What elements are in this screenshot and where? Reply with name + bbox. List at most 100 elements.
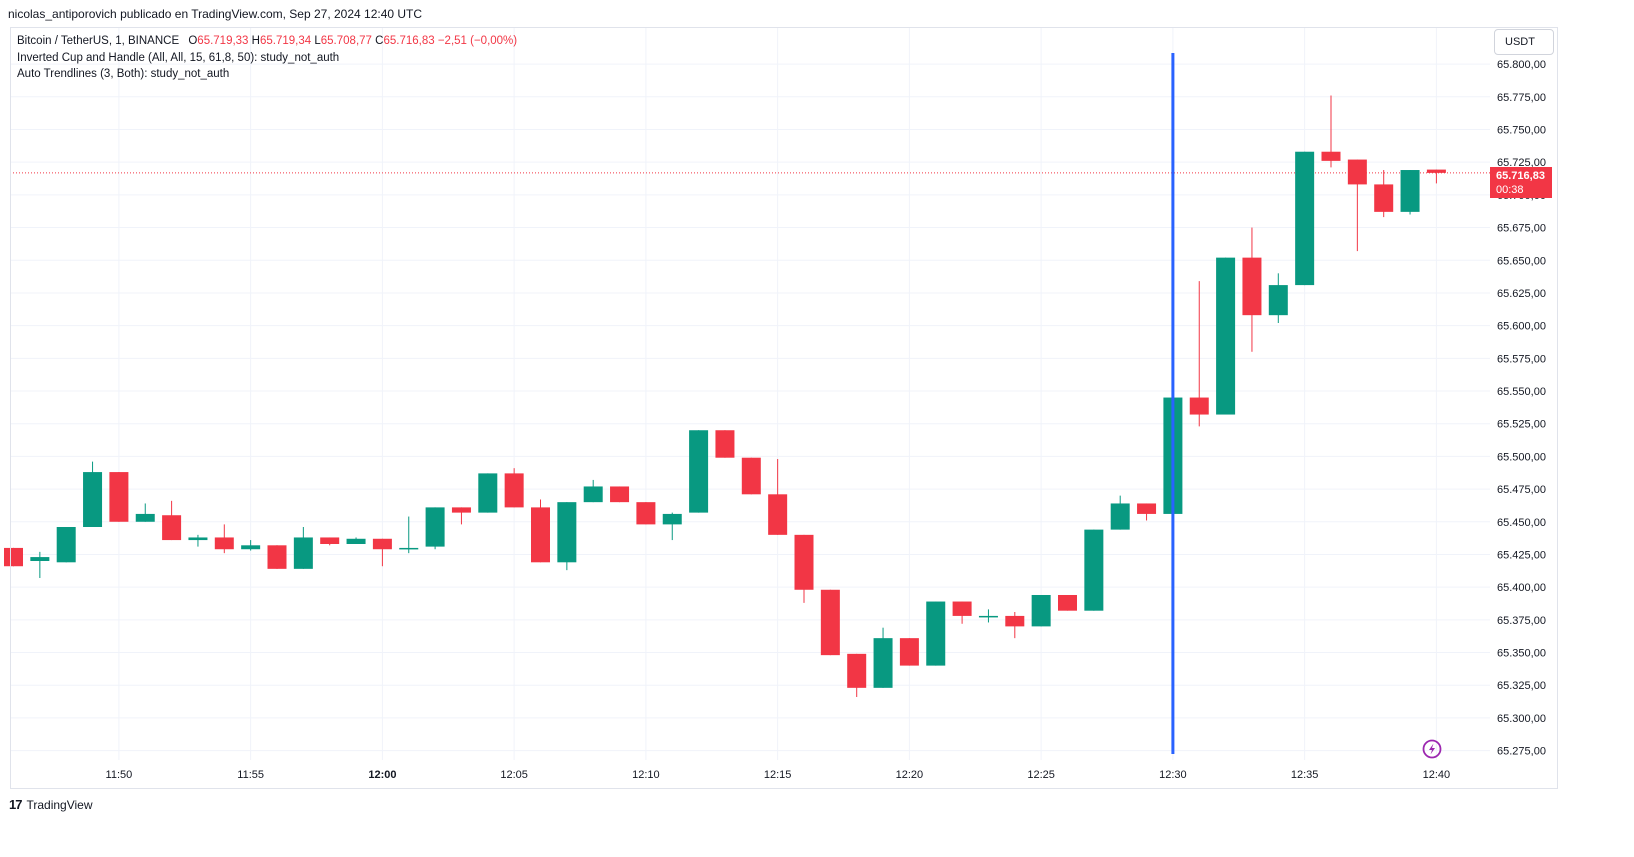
candle-body xyxy=(1426,169,1446,173)
candle xyxy=(715,430,735,458)
candle-body xyxy=(109,472,129,522)
legend-ohlc-row: Bitcoin / TetherUS, 1, BINANCE O65.719,3… xyxy=(17,33,517,50)
candle-body xyxy=(741,457,761,495)
price-tick-label: 65.325,00 xyxy=(1497,680,1546,692)
lightning-bolt-icon[interactable] xyxy=(1421,738,1443,760)
candle-body xyxy=(399,547,419,550)
candle-body xyxy=(1216,257,1236,415)
price-tick-label: 65.550,00 xyxy=(1497,386,1546,398)
currency-button[interactable]: USDT xyxy=(1494,29,1554,55)
time-tick-label: 11:50 xyxy=(106,769,133,781)
candle-body xyxy=(1321,151,1341,161)
candle xyxy=(162,500,182,541)
candle-body xyxy=(926,601,946,666)
last-price-label: 65.716,83 00:38 xyxy=(1490,167,1552,198)
candle xyxy=(583,479,603,503)
price-tick-label: 65.375,00 xyxy=(1497,615,1546,627)
price-tick-label: 65.800,00 xyxy=(1497,59,1546,71)
candle-body xyxy=(1189,397,1209,415)
candle xyxy=(689,430,709,513)
symbol-label[interactable]: Bitcoin / TetherUS, 1, BINANCE xyxy=(17,35,180,47)
price-tick-label: 65.600,00 xyxy=(1497,321,1546,333)
indicator-cup-handle[interactable]: Inverted Cup and Handle (All, All, 15, 6… xyxy=(17,51,340,64)
candle-body xyxy=(978,615,998,618)
candle xyxy=(30,551,50,578)
time-tick-label: 12:00 xyxy=(368,769,396,781)
candle xyxy=(1216,257,1236,415)
time-tick-label: 12:25 xyxy=(1027,769,1055,781)
candle xyxy=(636,502,656,525)
time-axis: 11:50 11:55 12:00 12:05 12:10 12:15 12:20 12:25… xyxy=(106,769,1451,781)
candle-body xyxy=(794,534,814,590)
footer-brand: TradingView xyxy=(26,797,93,812)
candle xyxy=(293,527,313,569)
candle-body xyxy=(425,507,445,547)
candle-body xyxy=(1137,503,1157,514)
time-tick-label: 12:20 xyxy=(896,769,924,781)
close-label: C xyxy=(375,35,384,47)
candle-body xyxy=(610,486,630,503)
candle-body xyxy=(1347,159,1367,185)
candle xyxy=(1189,281,1209,427)
candle xyxy=(978,609,998,623)
candle xyxy=(1321,95,1341,168)
last-price-value: 65.716,83 xyxy=(1496,170,1545,182)
grid-lines xyxy=(10,28,1490,760)
price-tick-label: 65.350,00 xyxy=(1497,648,1546,660)
time-tick-label: 12:35 xyxy=(1291,769,1319,781)
candle xyxy=(1426,169,1446,184)
close-value: 65.716,83 xyxy=(383,35,435,47)
high-label: H xyxy=(251,35,260,47)
footer-branding[interactable]: 17 TradingView xyxy=(9,797,93,812)
candle xyxy=(478,473,498,513)
candle xyxy=(267,545,287,569)
indicator-auto-trendlines[interactable]: Auto Trendlines (3, Both): study_not_aut… xyxy=(17,68,230,80)
candle xyxy=(346,537,366,544)
candle xyxy=(741,457,761,495)
candle-body xyxy=(214,537,234,550)
time-tick-label: 12:30 xyxy=(1159,769,1187,781)
candle xyxy=(1058,594,1077,611)
candle-body xyxy=(83,472,103,528)
candle xyxy=(4,547,23,567)
candle-body xyxy=(241,545,261,550)
tradingview-logo-icon: 17 xyxy=(9,797,23,812)
candle xyxy=(56,527,76,563)
candle-body xyxy=(320,537,340,544)
candle xyxy=(899,638,919,666)
candle xyxy=(214,524,234,554)
chart-legend: Bitcoin / TetherUS, 1, BINANCE O65.719,3… xyxy=(17,33,517,83)
time-tick-label: 12:40 xyxy=(1423,769,1451,781)
candle xyxy=(109,472,129,522)
candle xyxy=(1347,159,1367,252)
candle-body xyxy=(1374,184,1394,212)
price-tick-label: 65.725,00 xyxy=(1497,157,1546,169)
candle-body xyxy=(293,537,313,569)
candle xyxy=(83,461,103,528)
candle xyxy=(768,459,788,535)
change-value: −2,51 (−0,00%) xyxy=(437,35,518,47)
candle xyxy=(135,503,155,522)
price-axis: 65.275,00 65.300,00 65.325,00 65.350,00 65.3… xyxy=(1497,59,1546,757)
candle-body xyxy=(267,545,287,569)
candle xyxy=(952,601,972,624)
price-tick-label: 65.475,00 xyxy=(1497,484,1546,496)
price-tick-label: 65.575,00 xyxy=(1497,353,1546,365)
price-tick-label: 65.450,00 xyxy=(1497,517,1546,529)
candle xyxy=(1137,503,1157,521)
open-label: O xyxy=(188,35,198,47)
open-value: 65.719,33 xyxy=(197,35,249,47)
low-label: L xyxy=(314,35,321,47)
candle-body xyxy=(451,507,471,513)
candle xyxy=(847,653,867,697)
candle-body xyxy=(636,502,656,525)
candle xyxy=(188,534,208,547)
candle-body xyxy=(1295,151,1315,286)
candle-body xyxy=(504,473,524,508)
candle-body xyxy=(1005,615,1025,627)
candle xyxy=(1110,495,1130,530)
low-value: 65.708,77 xyxy=(320,35,372,47)
candle-body xyxy=(873,638,893,688)
time-tick-label: 12:15 xyxy=(764,769,792,781)
